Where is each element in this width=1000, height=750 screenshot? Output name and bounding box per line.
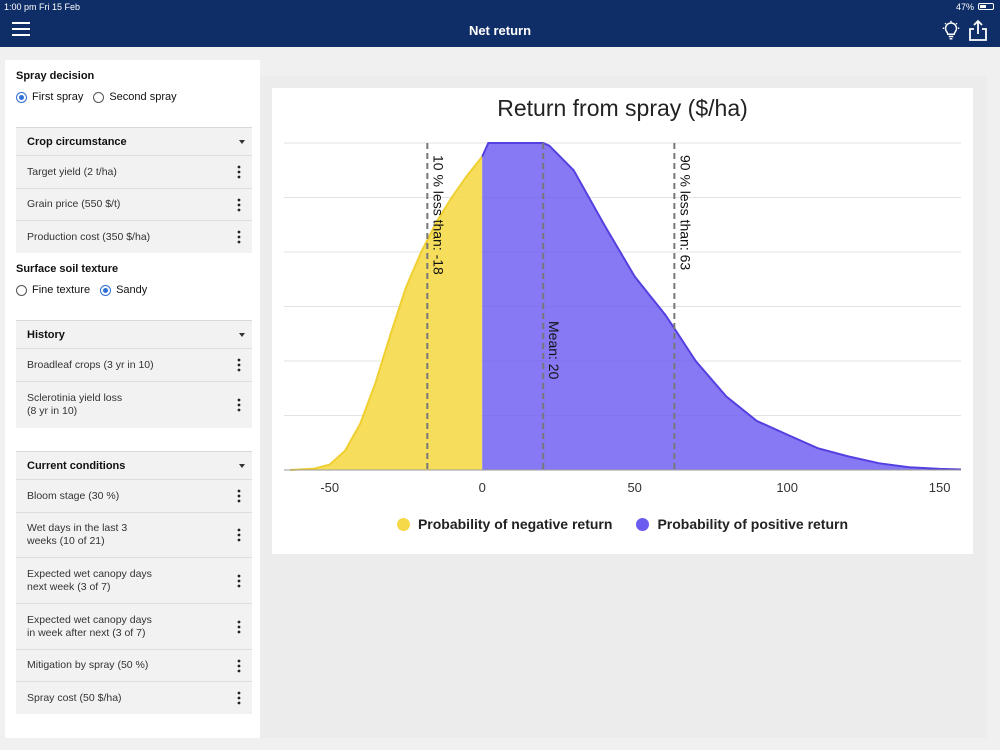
caret-down-icon	[239, 140, 245, 144]
chart-title: Return from spray ($/ha)	[497, 95, 748, 121]
stepper-icon[interactable]	[236, 574, 242, 588]
share-icon[interactable]	[966, 19, 990, 43]
battery-icon	[978, 3, 994, 10]
radio-selected-icon	[16, 91, 27, 103]
return-distribution-chart: -50 0 50 100 150 10 % less than: -18 Mean: 20 9…	[284, 142, 962, 495]
list-item-sclerotinia-yield-loss[interactable]: Sclerotinia yield loss (8 yr in 10)	[16, 382, 252, 428]
group-title: Current conditions	[27, 459, 126, 472]
caret-down-icon	[239, 333, 245, 337]
hamburger-menu-icon[interactable]	[12, 22, 30, 36]
spray-decision-label: Spray decision	[16, 70, 95, 82]
radio-second-spray[interactable]: Second spray	[93, 91, 177, 103]
page-title: Net return	[468, 23, 532, 38]
legend-label: Probability of positive return	[657, 516, 849, 532]
battery-level: 47%	[955, 2, 974, 12]
lightbulb-icon[interactable]	[940, 20, 962, 42]
status-bar: 1:00 pm Fri 15 Feb 47%	[0, 0, 1000, 13]
radio-unselected-icon	[93, 91, 105, 103]
x-tick-label: 0	[479, 480, 486, 495]
app-header: 1:00 pm Fri 15 Feb 47% Net return	[0, 0, 1000, 47]
group-title: History	[27, 328, 65, 341]
item-label: Broadleaf crops (3 yr in 10)	[27, 358, 154, 371]
current-conditions-group: Current conditions Bloom stage (30 %) We…	[16, 451, 252, 714]
series-area-0	[290, 156, 483, 470]
item-label: Expected wet canopy days in week after n…	[27, 613, 152, 639]
legend-dot-icon	[396, 517, 410, 531]
stepper-icon[interactable]	[236, 489, 242, 503]
legend-dot-icon	[636, 517, 650, 531]
group-title: Crop circumstance	[27, 135, 127, 148]
radio-first-spray[interactable]: First spray	[16, 91, 83, 103]
legend-item[interactable]: Probability of positive return	[636, 516, 848, 532]
list-item-wet-canopy-week-after[interactable]: Expected wet canopy days in week after n…	[16, 604, 252, 650]
list-item-mitigation[interactable]: Mitigation by spray (50 %)	[16, 650, 252, 682]
annotation-label: Mean: 20	[546, 321, 562, 380]
list-item-spray-cost[interactable]: Spray cost (50 $/ha)	[16, 682, 252, 714]
item-label: Expected wet canopy days next week (3 of…	[27, 567, 152, 593]
item-label: Production cost (350 $/ha)	[27, 230, 151, 243]
spray-decision-options: First spray Second spray	[16, 91, 187, 103]
legend-label: Probability of negative return	[417, 516, 613, 532]
list-item-broadleaf-crops[interactable]: Broadleaf crops (3 yr in 10)	[16, 349, 252, 382]
radio-label: Second spray	[109, 91, 177, 103]
radio-label: Fine texture	[32, 284, 91, 296]
annotation-label: 90 % less than: 63	[677, 155, 693, 270]
list-item-target-yield[interactable]: Target yield (2 t/ha)	[16, 156, 252, 189]
history-header[interactable]: History	[16, 321, 252, 349]
legend-item[interactable]: Probability of negative return	[396, 516, 613, 532]
crop-circumstance-group: Crop circumstance Target yield (2 t/ha) …	[16, 127, 252, 253]
stepper-icon[interactable]	[236, 165, 242, 179]
item-label: Bloom stage (30 %)	[27, 489, 120, 502]
x-tick-label: 150	[929, 480, 951, 495]
list-item-wet-canopy-next-week[interactable]: Expected wet canopy days next week (3 of…	[16, 558, 252, 604]
stepper-icon[interactable]	[236, 358, 242, 372]
item-label: Wet days in the last 3 weeks (10 of 21)	[27, 522, 128, 547]
item-label: Grain price (550 $/t)	[27, 198, 121, 210]
crop-circumstance-header[interactable]: Crop circumstance	[16, 128, 252, 156]
soil-texture-label: Surface soil texture	[16, 263, 119, 275]
series-area-1	[482, 143, 961, 470]
stepper-icon[interactable]	[236, 620, 242, 634]
radio-label: Sandy	[116, 284, 148, 296]
chart-legend: Probability of negative return Probabilit…	[272, 516, 973, 532]
radio-label: First spray	[32, 91, 84, 103]
stepper-icon[interactable]	[236, 528, 242, 542]
radio-selected-icon	[100, 284, 112, 296]
chart-card: -50 0 50 100 150 10 % less than: -18 Mean: 20 9…	[272, 88, 973, 554]
history-group: History Broadleaf crops (3 yr in 10) Scl…	[16, 320, 252, 428]
stepper-icon[interactable]	[236, 659, 242, 673]
list-item-wet-days[interactable]: Wet days in the last 3 weeks (10 of 21)	[16, 513, 252, 558]
stepper-icon[interactable]	[236, 198, 242, 212]
series-line-0	[290, 155, 483, 471]
sidebar: Spray decision First spray Second spray …	[5, 60, 260, 738]
radio-fine-texture[interactable]: Fine texture	[16, 284, 90, 296]
list-item-grain-price[interactable]: Grain price (550 $/t)	[16, 189, 252, 221]
item-label: Target yield (2 t/ha)	[27, 165, 117, 178]
x-tick-label: 100	[776, 480, 798, 495]
status-time: 1:00 pm Fri 15 Feb	[4, 2, 81, 12]
list-item-bloom-stage[interactable]: Bloom stage (30 %)	[16, 480, 252, 513]
current-conditions-header[interactable]: Current conditions	[16, 452, 252, 480]
radio-unselected-icon	[16, 284, 27, 296]
stepper-icon[interactable]	[236, 398, 242, 412]
x-tick-label: 50	[627, 480, 641, 495]
caret-down-icon	[239, 464, 245, 468]
item-label: Mitigation by spray (50 %)	[27, 659, 149, 671]
annotation-label: 10 % less than: -18	[430, 155, 446, 275]
list-item-production-cost[interactable]: Production cost (350 $/ha)	[16, 221, 252, 253]
radio-sandy[interactable]: Sandy	[100, 284, 147, 296]
stepper-icon[interactable]	[236, 230, 242, 244]
item-label: Spray cost (50 $/ha)	[27, 691, 122, 704]
x-tick-label: -50	[320, 480, 339, 495]
stepper-icon[interactable]	[236, 691, 242, 705]
soil-texture-options: Fine texture Sandy	[16, 284, 157, 296]
item-label: Sclerotinia yield loss (8 yr in 10)	[27, 392, 123, 417]
